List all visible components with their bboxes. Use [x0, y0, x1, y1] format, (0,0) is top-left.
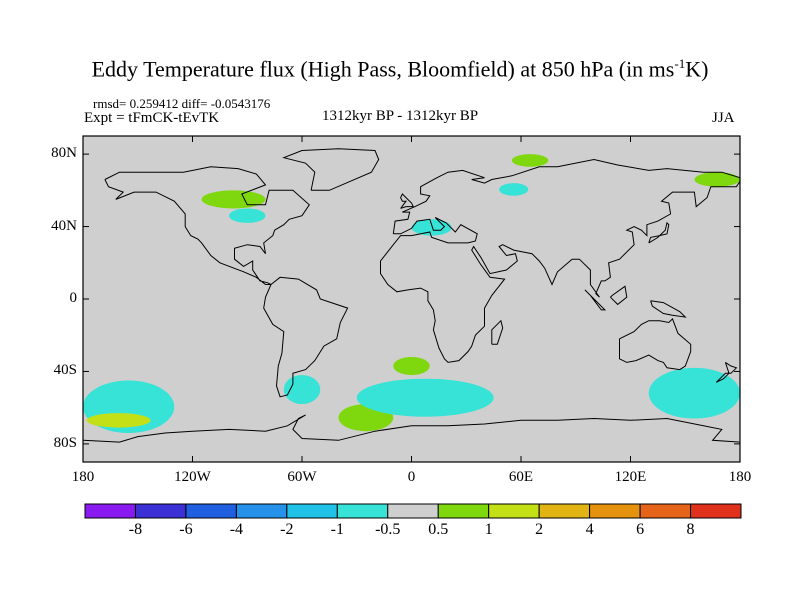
- coastline-1: [263, 276, 349, 398]
- x-tick-label: 60W: [287, 469, 317, 485]
- colorbar-swatch: [235, 503, 288, 519]
- anomaly-s-atlantic-negative: [356, 378, 494, 417]
- colorbar-tick-label: 0.5: [428, 521, 449, 538]
- colorbar-tick-label: 8: [686, 521, 695, 538]
- y-tick-label: 80N: [51, 145, 77, 162]
- coastline-8: [648, 221, 670, 244]
- anomaly-s-indian-negative: [648, 367, 740, 419]
- colorbar-swatch: [589, 503, 641, 519]
- colorbar-tick-label: -1: [330, 521, 344, 538]
- map-layer: [82, 135, 741, 463]
- colorbar-swatch: [336, 503, 389, 519]
- colorbar-tick-label: 6: [636, 521, 645, 538]
- coastline-11: [610, 285, 628, 306]
- colorbar-swatch: [639, 503, 692, 519]
- coastline-13: [715, 361, 738, 383]
- coastline-5: [82, 414, 741, 443]
- colorbar-swatch: [185, 503, 237, 519]
- coastline-3: [380, 181, 741, 363]
- anomaly-arctic-positive: [511, 154, 549, 167]
- coastline-4: [619, 318, 692, 371]
- y-tick-label: 0: [69, 290, 78, 306]
- x-tick-label: 120E: [614, 469, 647, 485]
- coastline-12: [650, 300, 687, 318]
- y-tick-label: 80S: [53, 434, 77, 451]
- coastline-9: [491, 319, 504, 345]
- x-tick-label: 180: [728, 469, 752, 485]
- colorbar-swatch: [134, 503, 187, 519]
- experiment-label: Expt = tFmCK-tEvTK: [84, 110, 220, 126]
- x-tick-label: 180: [71, 469, 95, 485]
- colorbar-tick-label: -8: [128, 521, 143, 538]
- anomaly-n-siberia-negative: [499, 183, 529, 196]
- colorbar-tick-label: 4: [585, 521, 594, 538]
- anomaly-s-pacific-positive-core: [86, 413, 151, 428]
- coastline-0: [104, 166, 310, 285]
- season-label: JJA: [712, 110, 735, 126]
- colorbar-tick-label: -0.5: [375, 521, 401, 538]
- anomaly-drake-passage-negative: [283, 375, 321, 405]
- coastline-10: [584, 289, 607, 311]
- anomaly-n-atlantic-positive: [201, 190, 266, 209]
- colorbar-swatch: [488, 503, 540, 519]
- coastline-2: [392, 158, 741, 234]
- colorbar-tick-label: 2: [535, 521, 544, 538]
- y-tick-label: 40N: [51, 217, 77, 234]
- anomaly-ne-asia-positive: [694, 172, 740, 187]
- colorbar-swatch: [437, 503, 490, 519]
- colorbar-tick-label: 1: [484, 521, 493, 538]
- anomaly-mediterranean-negative: [411, 219, 452, 236]
- colorbar-tick-label: -4: [229, 521, 244, 538]
- x-tick-label: 60E: [508, 469, 534, 485]
- anomaly-s-atlantic-positive-small: [393, 356, 430, 376]
- colorbar-swatch: [538, 503, 591, 519]
- y-tick-label: 40S: [53, 362, 77, 379]
- colorbar-tick-label: -2: [280, 521, 294, 538]
- colorbar-swatch: [286, 503, 338, 519]
- colorbar-swatch: [387, 503, 439, 519]
- x-tick-label: 120W: [174, 469, 211, 485]
- coastline-6: [282, 148, 380, 191]
- colorbar: [84, 503, 742, 519]
- chart-title: Eddy Temperature flux (High Pass, Bloomf…: [91, 56, 709, 82]
- colorbar-tick-label: -6: [179, 521, 193, 538]
- colorbar-swatch: [84, 503, 136, 519]
- coastline-7: [400, 193, 415, 209]
- colorbar-swatch: [690, 503, 742, 519]
- period-label: 1312kyr BP - 1312kyr BP: [322, 108, 479, 124]
- anomaly-n-america-negative: [229, 208, 266, 223]
- x-tick-label: 0: [407, 469, 416, 485]
- stats-line: rmsd= 0.259412 diff= -0.0543176: [93, 96, 271, 111]
